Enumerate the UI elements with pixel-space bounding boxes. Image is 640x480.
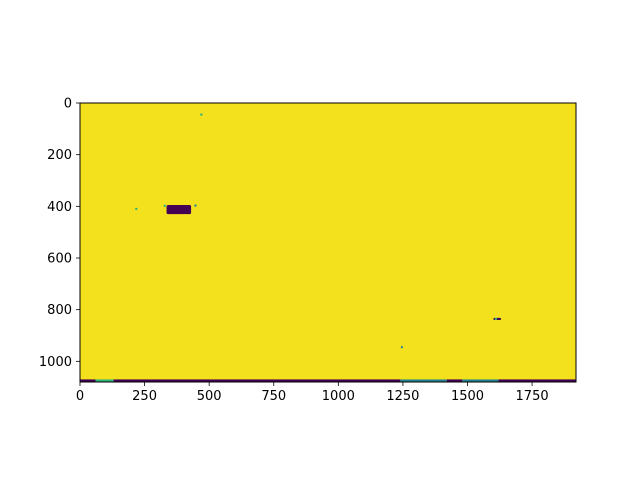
bottom-strip: [80, 379, 576, 382]
bottom-strip-segment: [113, 379, 401, 382]
x-axis: 0 250 500 750 1000 1250 1500 1750: [76, 382, 549, 404]
heatmap-region: [493, 317, 502, 320]
speckle-point: [494, 317, 498, 321]
y-tick-label: 600: [47, 252, 72, 267]
heatmap-background: [80, 103, 576, 382]
bottom-strip-segment: [446, 379, 463, 382]
y-axis: 0 200 400 600 800 1000: [39, 97, 80, 370]
y-tick-label: 800: [47, 303, 72, 318]
bottom-strip-segment: [400, 379, 447, 382]
bottom-strip-segment: [95, 379, 114, 382]
speckles: [135, 113, 498, 321]
x-tick-label: 250: [132, 389, 157, 404]
y-tick-label: 1000: [39, 355, 72, 370]
x-tick-label: 750: [261, 389, 286, 404]
y-tick-label: 0: [64, 97, 72, 112]
axes-frame: [79, 102, 577, 383]
y-tick-label: 200: [47, 148, 72, 163]
speckle-point: [200, 113, 203, 116]
bottom-strip-segment: [498, 379, 576, 382]
speckle-point: [135, 207, 138, 211]
bottom-strip-segment: [80, 379, 96, 382]
x-tick-label: 1750: [516, 389, 549, 404]
x-tick-label: 1250: [386, 389, 419, 404]
speckle-point: [194, 204, 197, 207]
heatmap-region: [166, 205, 192, 215]
x-tick-label: 0: [76, 389, 84, 404]
x-tick-label: 1500: [451, 389, 484, 404]
speckle-point: [163, 204, 166, 208]
x-tick-label: 500: [197, 389, 222, 404]
heatmap-region: [400, 345, 403, 349]
plot-area: [79, 102, 577, 383]
y-tick-label: 400: [47, 200, 72, 215]
bottom-strip-segment: [462, 379, 499, 382]
x-tick-label: 1000: [322, 389, 355, 404]
